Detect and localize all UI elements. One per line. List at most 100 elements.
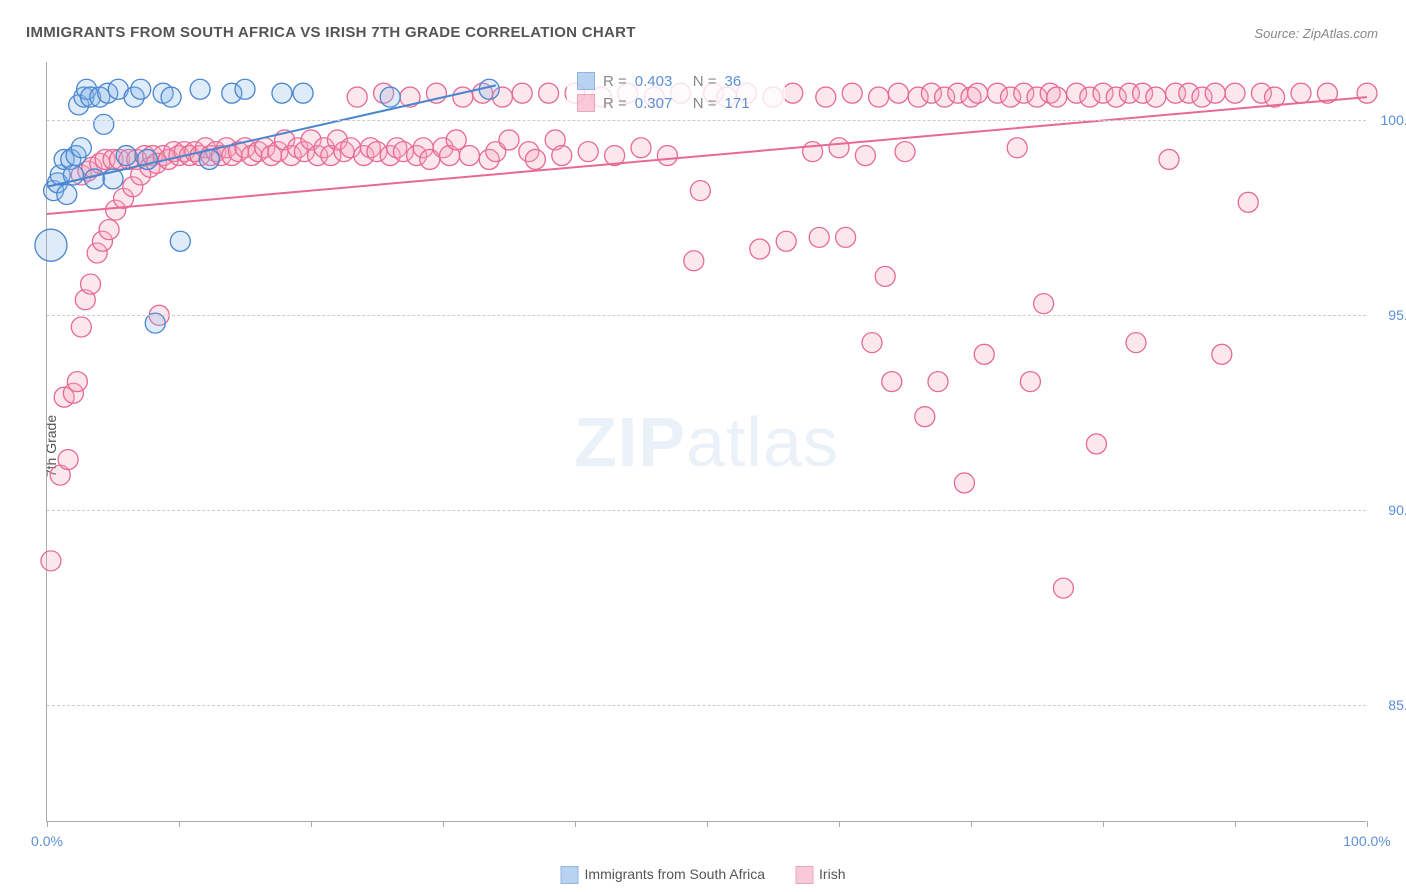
data-point [869,87,889,107]
data-point [347,87,367,107]
x-tick [179,821,180,827]
x-tick [443,821,444,827]
data-point [35,229,67,261]
legend-label: Immigrants from South Africa [585,866,766,882]
stat-n-label: N = [693,73,717,90]
data-point [783,83,803,103]
chart-title: IMMIGRANTS FROM SOUTH AFRICA VS IRISH 7T… [26,24,636,41]
y-tick-label: 95.0% [1388,307,1406,323]
data-point [116,146,136,166]
legend-swatch [577,94,595,112]
data-point [631,138,651,158]
legend-label: Irish [819,866,845,882]
data-point [539,83,559,103]
data-point [512,83,532,103]
gridline [47,705,1366,706]
data-point [272,83,292,103]
data-point [882,372,902,392]
data-point [1020,372,1040,392]
data-point [968,83,988,103]
data-point [1047,87,1067,107]
x-tick-label: 0.0% [31,833,63,849]
x-tick [707,821,708,827]
stats-box: R =0.403N =36R =0.307N =171 [567,68,785,116]
data-point [525,149,545,169]
data-point [1291,83,1311,103]
data-point [1126,333,1146,353]
data-point [170,231,190,251]
data-point [875,266,895,286]
data-point [94,114,114,134]
plot-area: ZIPatlas R =0.403N =36R =0.307N =171 85.… [46,62,1366,822]
data-point [58,450,78,470]
source-label: Source: [1254,26,1299,41]
gridline [47,315,1366,316]
data-point [1159,149,1179,169]
data-point [928,372,948,392]
stat-r-value: 0.307 [635,95,685,112]
data-point [816,87,836,107]
y-tick-label: 90.0% [1388,502,1406,518]
y-tick-label: 100.0% [1381,112,1406,128]
x-tick [1235,821,1236,827]
data-point [1146,87,1166,107]
data-point [459,146,479,166]
data-point [57,185,77,205]
x-tick [47,821,48,827]
data-point [888,83,908,103]
stats-row: R =0.307N =171 [567,92,785,114]
data-point [842,83,862,103]
data-point [974,344,994,364]
x-tick [1367,821,1368,827]
data-point [690,181,710,201]
data-point [862,333,882,353]
data-point [131,79,151,99]
data-point [71,317,91,337]
gridline [47,510,1366,511]
x-tick [839,821,840,827]
data-point [776,231,796,251]
data-point [1238,192,1258,212]
data-point [750,239,770,259]
data-point [578,142,598,162]
data-point [1225,83,1245,103]
y-tick-label: 85.0% [1388,697,1406,713]
data-point [1086,434,1106,454]
data-point [1053,578,1073,598]
legend-swatch [795,866,813,884]
x-tick [575,821,576,827]
stat-n-label: N = [693,95,717,112]
data-point [1205,83,1225,103]
data-point [67,372,87,392]
data-point [1212,344,1232,364]
data-point [1034,294,1054,314]
data-point [41,551,61,571]
data-point [915,407,935,427]
data-point [99,220,119,240]
data-point [895,142,915,162]
data-point [1357,83,1377,103]
source-attribution: Source: ZipAtlas.com [1254,26,1378,41]
data-point [657,146,677,166]
data-point [293,83,313,103]
data-point [453,87,473,107]
data-point [235,79,255,99]
bottom-legend: Immigrants from South Africa Irish [561,866,846,884]
legend-item: Irish [795,866,845,884]
data-point [190,79,210,99]
legend-swatch [577,72,595,90]
data-point [829,138,849,158]
data-point [71,138,91,158]
gridline [47,120,1366,121]
stat-r-label: R = [603,73,627,90]
data-point [380,87,400,107]
data-point [1007,138,1027,158]
stat-r-value: 0.403 [635,73,685,90]
stat-r-label: R = [603,95,627,112]
scatter-plot [47,62,1366,821]
legend-swatch [561,866,579,884]
x-tick [1103,821,1104,827]
data-point [809,227,829,247]
x-tick [311,821,312,827]
x-tick-label: 100.0% [1343,833,1390,849]
